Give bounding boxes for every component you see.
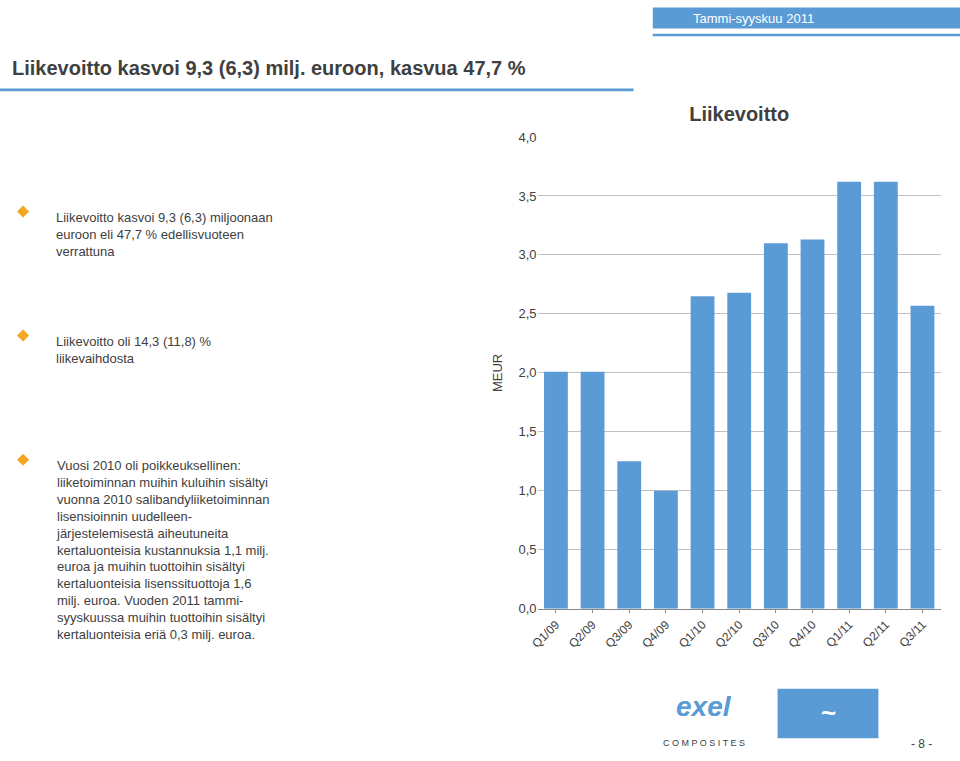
svg-text:Liikevoitto oli 14,3 (11,8) %l: Liikevoitto oli 14,3 (11,8) %liikevaihdo…: [56, 334, 212, 366]
svg-text:- 8 -: - 8 -: [911, 737, 932, 751]
svg-text:Q3/09: Q3/09: [603, 617, 636, 650]
svg-text:Q4/09: Q4/09: [639, 617, 672, 650]
svg-text:2,5: 2,5: [519, 306, 537, 321]
svg-text:1,5: 1,5: [519, 424, 537, 439]
svg-text:Vuosi 2010 oli poikkeukselline: Vuosi 2010 oli poikkeuksellinen:liiketoi…: [56, 458, 269, 642]
svg-text:C O M P O S I T E S: C O M P O S I T E S: [663, 738, 745, 748]
svg-text:exel: exel: [676, 691, 732, 722]
svg-text:~: ~: [821, 698, 836, 728]
svg-text:Q4/10: Q4/10: [786, 617, 819, 650]
svg-text:Liikevoitto kasvoi 9,3 (6,3) m: Liikevoitto kasvoi 9,3 (6,3) miljoonaane…: [56, 210, 273, 259]
svg-text:MEUR: MEUR: [490, 354, 505, 392]
svg-text:Q1/10: Q1/10: [676, 617, 709, 650]
svg-text:2,0: 2,0: [519, 365, 537, 380]
svg-text:Liikevoitto kasvoi 9,3 (6,3) m: Liikevoitto kasvoi 9,3 (6,3) milj. euroo…: [12, 57, 526, 79]
svg-text:3,5: 3,5: [519, 189, 537, 204]
svg-text:1,0: 1,0: [519, 483, 537, 498]
svg-text:Q2/09: Q2/09: [566, 617, 599, 650]
svg-text:Q2/10: Q2/10: [713, 617, 746, 650]
svg-text:Tammi-syyskuu 2011: Tammi-syyskuu 2011: [693, 11, 814, 26]
svg-text:Liikevoitto: Liikevoitto: [689, 103, 789, 125]
svg-text:0,0: 0,0: [519, 601, 537, 616]
svg-text:4,0: 4,0: [519, 130, 537, 145]
svg-text:Q2/11: Q2/11: [860, 617, 893, 650]
svg-text:Q3/11: Q3/11: [896, 617, 929, 650]
svg-text:0,5: 0,5: [519, 542, 537, 557]
svg-text:Q3/10: Q3/10: [749, 617, 782, 650]
svg-text:3,0: 3,0: [519, 247, 537, 262]
svg-text:Q1/11: Q1/11: [823, 617, 856, 650]
svg-text:Q1/09: Q1/09: [529, 617, 562, 650]
